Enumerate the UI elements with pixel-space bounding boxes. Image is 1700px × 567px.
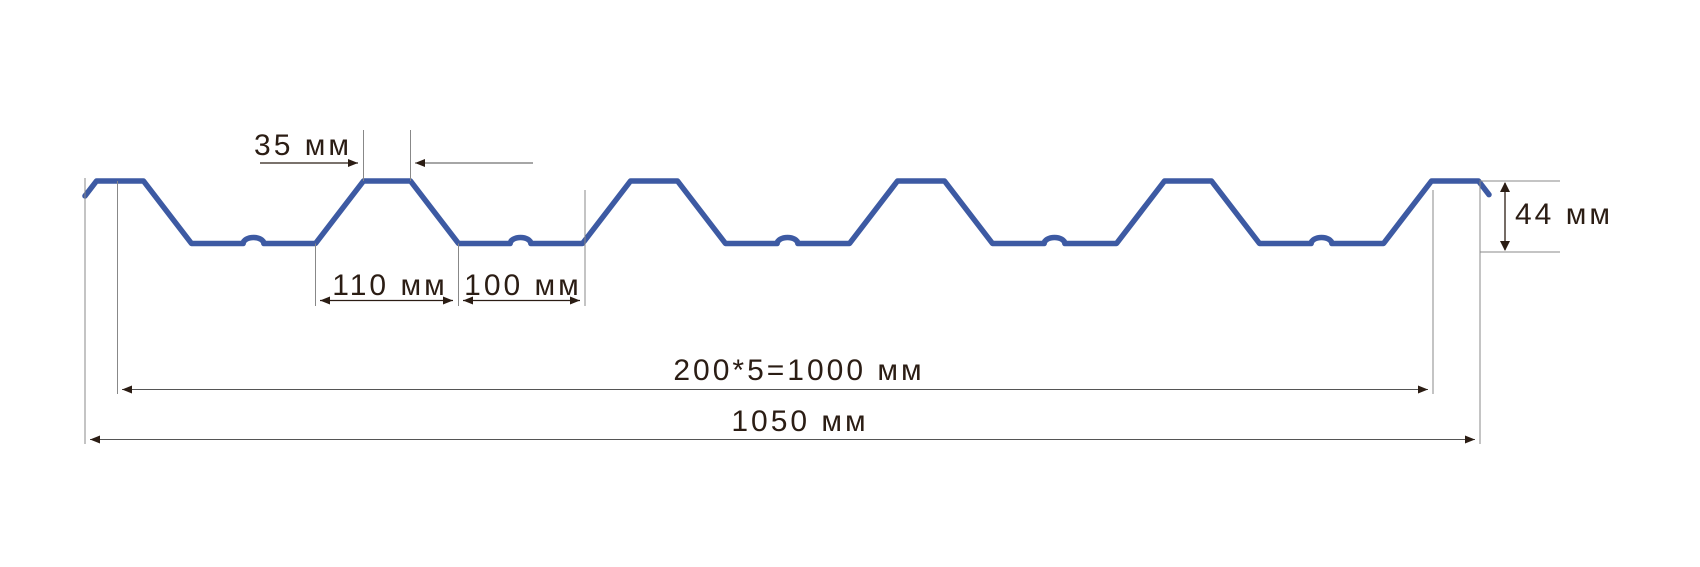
svg-text:110 мм: 110 мм bbox=[332, 269, 447, 302]
svg-text:1050 мм: 1050 мм bbox=[731, 405, 868, 438]
svg-text:44 мм: 44 мм bbox=[1515, 198, 1613, 231]
svg-text:200*5=1000 мм: 200*5=1000 мм bbox=[673, 354, 924, 387]
svg-text:35 мм: 35 мм bbox=[254, 129, 352, 162]
svg-text:100 мм: 100 мм bbox=[464, 269, 582, 302]
